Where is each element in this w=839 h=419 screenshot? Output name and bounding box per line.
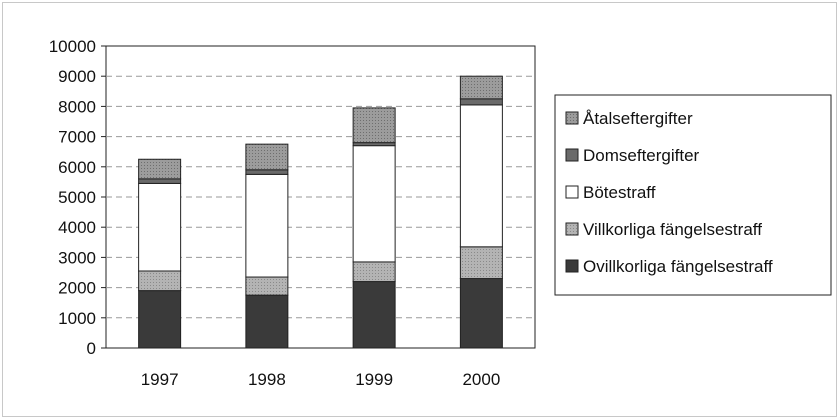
y-tick-label: 6000 bbox=[58, 158, 96, 177]
bar-segment-2000-4 bbox=[459, 98, 503, 106]
bar-segment-1997-1 bbox=[138, 290, 182, 349]
y-tick-label: 0 bbox=[87, 339, 96, 358]
y-tick-label: 4000 bbox=[58, 218, 96, 237]
bar-segment-1999-5 bbox=[352, 107, 396, 144]
legend-box bbox=[554, 94, 832, 296]
y-tick-label: 8000 bbox=[58, 97, 96, 116]
legend-swatch bbox=[565, 148, 579, 162]
x-tick-label: 1997 bbox=[141, 370, 179, 389]
legend-label: Ovillkorliga fängelsestraff bbox=[583, 257, 773, 276]
bar-segment-1998-3 bbox=[245, 173, 289, 278]
bar-segment-1998-1 bbox=[245, 294, 289, 349]
bar-segment-1999-3 bbox=[352, 145, 396, 263]
bar-segment-1998-4 bbox=[245, 169, 289, 175]
x-tick-label: 1998 bbox=[248, 370, 286, 389]
y-tick-label: 2000 bbox=[58, 279, 96, 298]
legend-label: Villkorliga fängelsestraff bbox=[583, 220, 762, 239]
bar-segment-2000-5 bbox=[459, 75, 503, 100]
bar-segment-1999-2 bbox=[352, 261, 396, 283]
y-tick-label: 10000 bbox=[49, 37, 96, 56]
bar-segment-1997-5 bbox=[138, 158, 182, 180]
y-tick-label: 5000 bbox=[58, 188, 96, 207]
legend-swatch bbox=[565, 259, 579, 273]
y-tick-label: 7000 bbox=[58, 128, 96, 147]
bar-segment-1997-4 bbox=[138, 178, 182, 184]
bar-segment-2000-1 bbox=[459, 278, 503, 349]
bar-segment-1997-3 bbox=[138, 182, 182, 272]
plot-area: 0 1000 2000 3000 4000 5000 6000 7000 8000 9000 100… bbox=[49, 37, 536, 389]
legend-swatch bbox=[565, 222, 579, 236]
bar-segment-1999-1 bbox=[352, 281, 396, 349]
bar-segment-2000-3 bbox=[459, 104, 503, 248]
x-tick-label: 2000 bbox=[462, 370, 500, 389]
bar-segment-1998-5 bbox=[245, 143, 289, 171]
legend-swatch bbox=[565, 111, 579, 125]
bar-segment-1998-2 bbox=[245, 276, 289, 296]
y-tick-label: 3000 bbox=[58, 248, 96, 267]
bar-segment-1997-2 bbox=[138, 270, 182, 292]
legend-label: Åtalseftergifter bbox=[583, 109, 693, 128]
bar-segment-2000-2 bbox=[459, 246, 503, 280]
legend-label: Bötestraff bbox=[583, 183, 656, 202]
y-tick-label: 9000 bbox=[58, 67, 96, 86]
x-tick-label: 1999 bbox=[355, 370, 393, 389]
legend: Åtalseftergifter Domseftergifter Bötestraf… bbox=[554, 94, 832, 296]
legend-swatch bbox=[565, 185, 579, 199]
legend-label: Domseftergifter bbox=[583, 146, 700, 165]
y-tick-label: 1000 bbox=[58, 309, 96, 328]
